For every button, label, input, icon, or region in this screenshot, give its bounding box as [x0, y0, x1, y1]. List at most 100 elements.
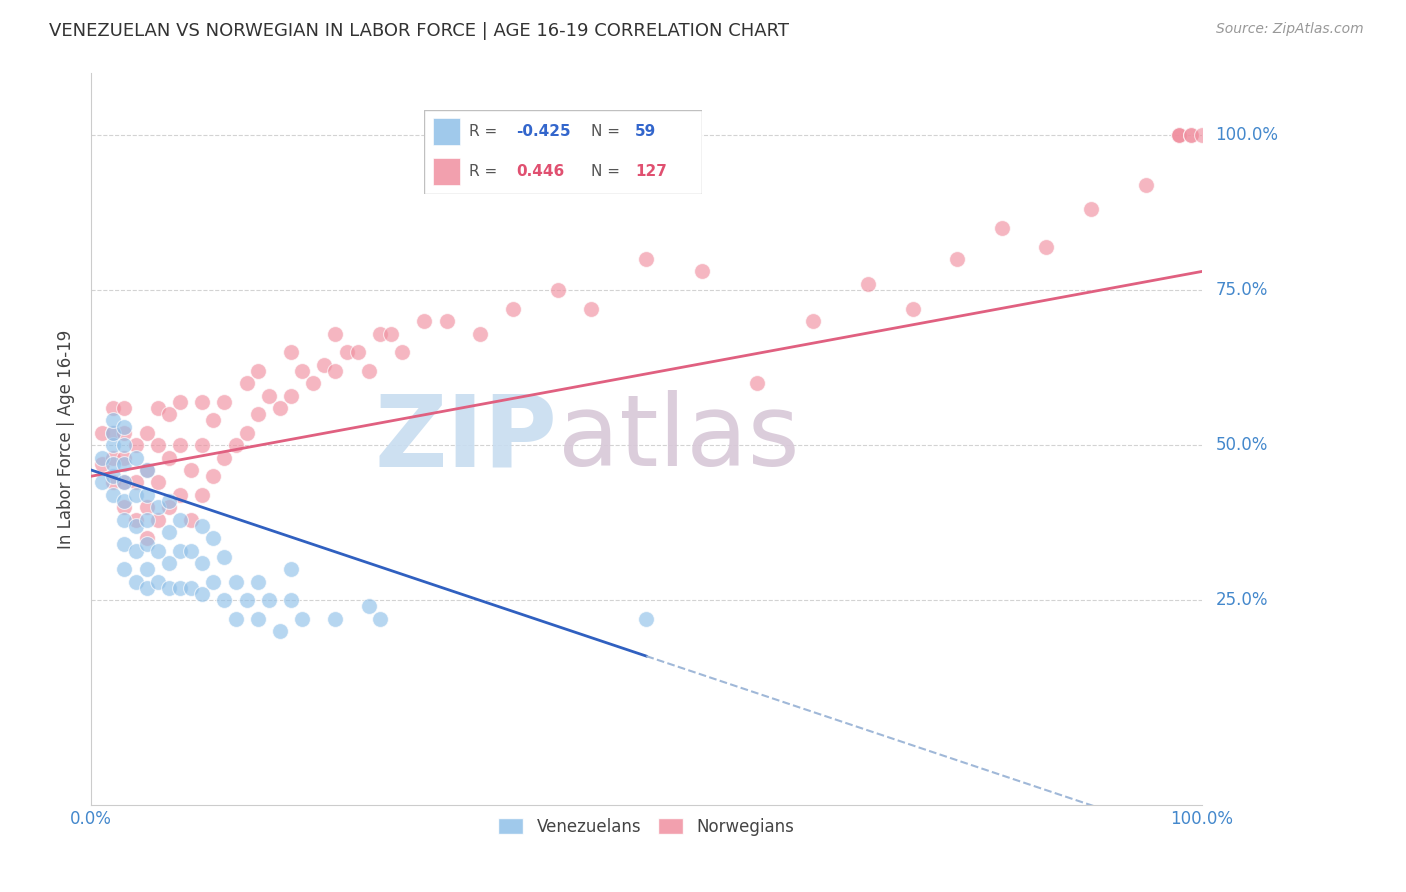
Point [169, 513, 191, 527]
Point [124, 574, 146, 589]
Point [146, 401, 169, 415]
Point [157, 494, 180, 508]
Point [1168, 128, 1191, 142]
Point [246, 407, 269, 421]
Point [157, 450, 180, 465]
Point [114, 419, 136, 434]
Point [157, 556, 180, 570]
Point [1168, 128, 1191, 142]
Point [114, 475, 136, 490]
Point [169, 438, 191, 452]
Point [91, 457, 114, 471]
Point [146, 513, 169, 527]
Text: atlas: atlas [558, 391, 799, 488]
Point [291, 364, 314, 378]
Point [1180, 128, 1202, 142]
Point [191, 438, 214, 452]
Point [291, 612, 314, 626]
Point [103, 475, 125, 490]
Point [180, 463, 202, 477]
Point [103, 401, 125, 415]
Text: 75.0%: 75.0% [1216, 281, 1268, 299]
Point [124, 488, 146, 502]
Point [235, 593, 257, 607]
Point [280, 388, 302, 402]
Point [1080, 202, 1102, 217]
Point [114, 500, 136, 515]
Point [135, 463, 157, 477]
Point [325, 612, 347, 626]
Point [391, 345, 413, 359]
Point [103, 488, 125, 502]
Point [858, 277, 880, 291]
Point [202, 531, 225, 545]
Point [114, 475, 136, 490]
Point [124, 450, 146, 465]
Point [214, 394, 236, 409]
Point [1035, 240, 1057, 254]
Point [103, 469, 125, 483]
Point [191, 587, 214, 601]
Point [103, 425, 125, 440]
Point [280, 345, 302, 359]
Point [246, 574, 269, 589]
Point [169, 488, 191, 502]
Point [269, 624, 291, 639]
Point [325, 364, 347, 378]
Point [214, 549, 236, 564]
Point [901, 301, 924, 316]
Point [103, 457, 125, 471]
Point [280, 562, 302, 576]
Point [180, 543, 202, 558]
Point [124, 475, 146, 490]
Point [114, 562, 136, 576]
Point [225, 438, 247, 452]
Point [124, 438, 146, 452]
Point [579, 301, 602, 316]
Point [1180, 128, 1202, 142]
Point [257, 388, 280, 402]
Point [368, 612, 391, 626]
Point [235, 376, 257, 391]
Point [146, 543, 169, 558]
Point [690, 264, 713, 278]
Point [636, 612, 658, 626]
Point [325, 326, 347, 341]
Point [91, 475, 114, 490]
Text: Source: ZipAtlas.com: Source: ZipAtlas.com [1216, 22, 1364, 37]
Point [468, 326, 491, 341]
Point [103, 438, 125, 452]
Point [202, 413, 225, 427]
Text: 25.0%: 25.0% [1216, 591, 1268, 609]
Point [436, 314, 458, 328]
Point [91, 425, 114, 440]
Point [124, 519, 146, 533]
Point [135, 425, 157, 440]
Text: 50.0%: 50.0% [1216, 436, 1268, 454]
Point [135, 500, 157, 515]
Point [114, 450, 136, 465]
Point [214, 593, 236, 607]
Point [180, 513, 202, 527]
Point [946, 252, 969, 266]
Text: ZIP: ZIP [374, 391, 558, 488]
Point [202, 574, 225, 589]
Point [547, 283, 569, 297]
Point [146, 574, 169, 589]
Point [257, 593, 280, 607]
Point [146, 438, 169, 452]
Point [335, 345, 357, 359]
Text: VENEZUELAN VS NORWEGIAN IN LABOR FORCE | AGE 16-19 CORRELATION CHART: VENEZUELAN VS NORWEGIAN IN LABOR FORCE |… [49, 22, 789, 40]
Point [135, 581, 157, 595]
Point [169, 543, 191, 558]
Text: 100.0%: 100.0% [1216, 126, 1278, 144]
Point [114, 513, 136, 527]
Point [146, 475, 169, 490]
Point [990, 221, 1012, 235]
Point [191, 394, 214, 409]
Point [103, 413, 125, 427]
Point [1191, 128, 1213, 142]
Point [135, 562, 157, 576]
Point [269, 401, 291, 415]
Point [114, 401, 136, 415]
